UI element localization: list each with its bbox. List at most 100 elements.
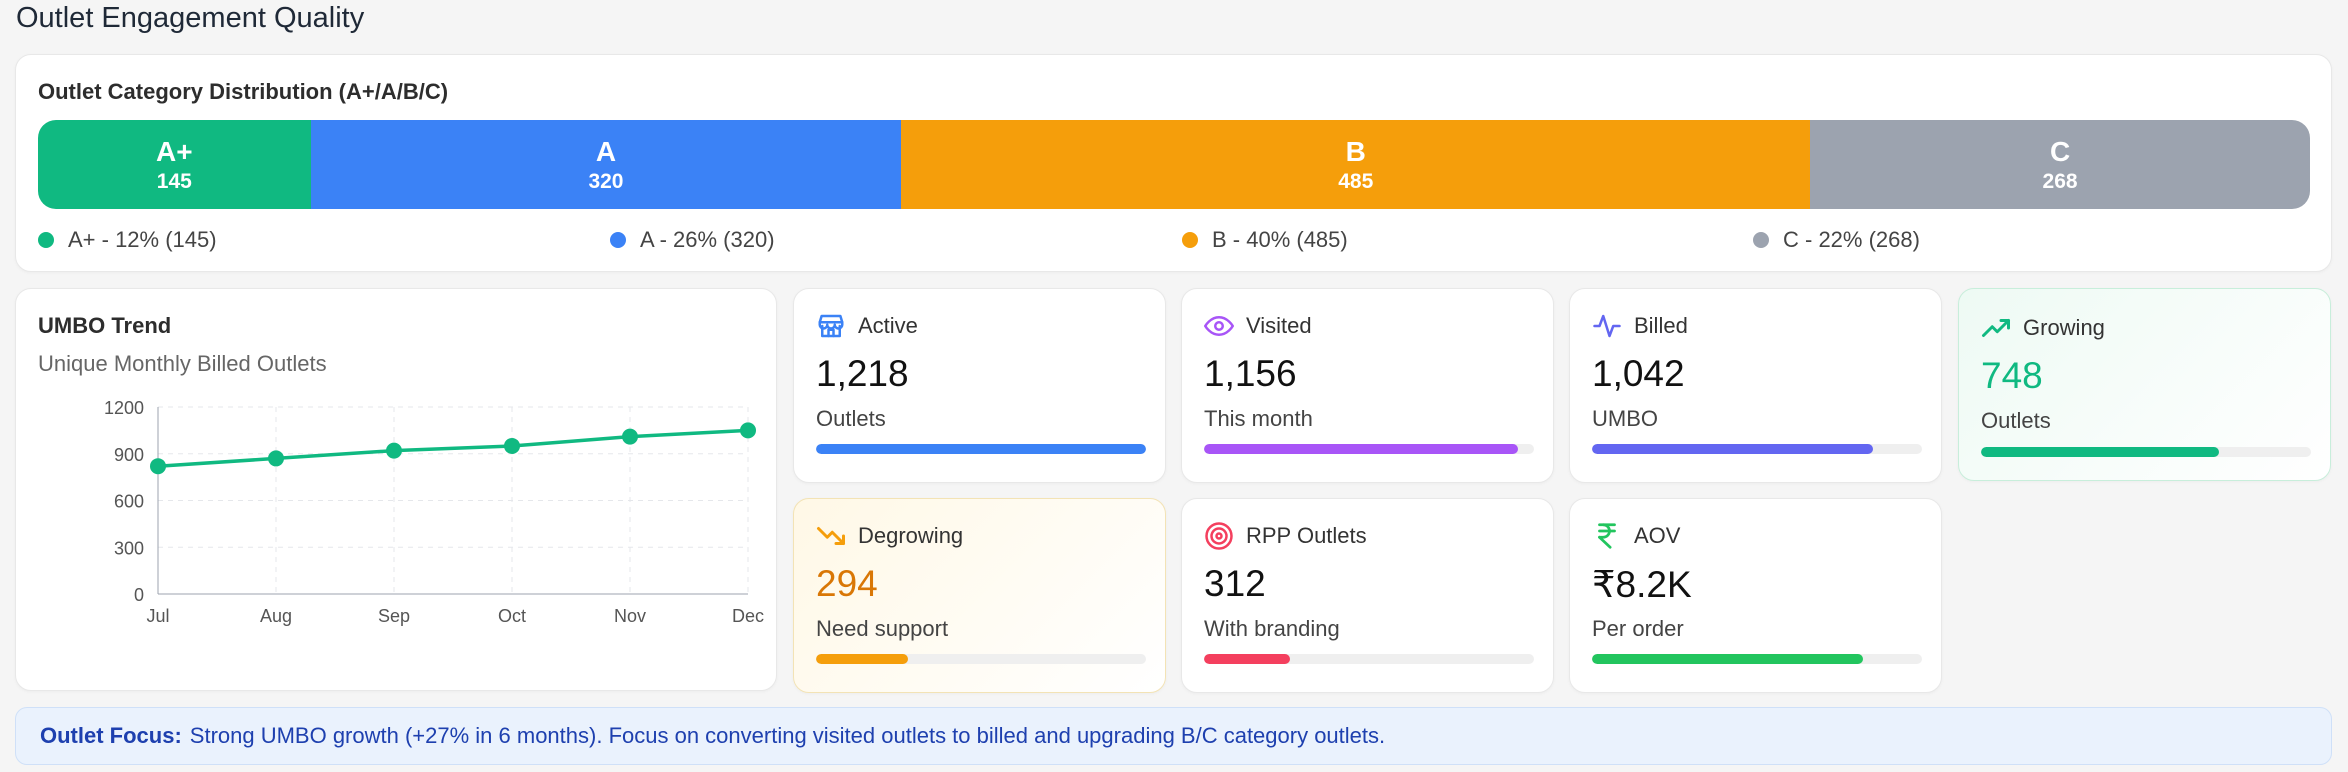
metric-value: 1,218 bbox=[816, 353, 909, 394]
metric-card-active[interactable]: Active 1,218 Outlets bbox=[793, 288, 1166, 483]
data-point bbox=[150, 458, 166, 475]
series-line bbox=[157, 428, 749, 468]
segment-label: A+ bbox=[156, 135, 193, 167]
metric-progress-fill bbox=[816, 444, 1146, 454]
metric-progress-track bbox=[1592, 654, 1922, 664]
y-tick-label: 600 bbox=[114, 492, 144, 512]
umbo-trend-chart: 0 300 600 900 1200 Jul Aug Sep Oct Nov Dec bbox=[104, 398, 764, 626]
trend-subtitle: Unique Monthly Billed Outlets bbox=[38, 351, 327, 376]
trending-up-icon bbox=[1982, 319, 2010, 337]
metric-label: Billed bbox=[1634, 313, 1688, 338]
metric-label: Visited bbox=[1246, 313, 1312, 338]
x-tick-label: Oct bbox=[498, 606, 526, 626]
legend-item-c: C - 22% (268) bbox=[1753, 227, 1920, 253]
metric-card-billed[interactable]: Billed 1,042 UMBO bbox=[1569, 288, 1942, 483]
legend-label: A - 26% (320) bbox=[640, 227, 775, 252]
distribution-bar: A+ 145 A 320 B 485 C 268 bbox=[38, 120, 2310, 209]
segment-value: 268 bbox=[2042, 169, 2078, 193]
metric-value: 1,042 bbox=[1592, 353, 1685, 394]
segment-c[interactable]: C 268 bbox=[1810, 120, 2310, 209]
metric-progress-track bbox=[1981, 447, 2311, 457]
metric-label: AOV bbox=[1634, 523, 1681, 548]
metric-progress-track bbox=[816, 444, 1146, 454]
rupee-icon bbox=[1598, 523, 1616, 549]
metric-card-visited[interactable]: Visited 1,156 This month bbox=[1181, 288, 1554, 483]
metric-header: Growing bbox=[1981, 313, 2105, 343]
segment-label: A bbox=[595, 135, 617, 167]
metric-header: AOV bbox=[1592, 521, 1680, 551]
metric-card-growing[interactable]: Growing 748 Outlets bbox=[1958, 288, 2331, 481]
metric-progress-track bbox=[1592, 444, 1922, 454]
segment-a[interactable]: A 320 bbox=[310, 120, 902, 209]
metric-header: Active bbox=[816, 311, 918, 341]
legend-label: C - 22% (268) bbox=[1783, 227, 1920, 252]
legend-dot bbox=[1753, 232, 1769, 248]
metric-card-rpp-outlets[interactable]: RPP Outlets 312 With branding bbox=[1181, 498, 1554, 693]
metric-unit: This month bbox=[1204, 406, 1313, 431]
store-icon bbox=[818, 314, 844, 338]
metric-unit: With branding bbox=[1204, 616, 1340, 641]
metric-progress-fill bbox=[1981, 447, 2219, 457]
metric-progress-fill bbox=[1204, 444, 1518, 454]
data-point bbox=[386, 442, 402, 459]
metric-value: 312 bbox=[1204, 563, 1266, 604]
metric-label: Degrowing bbox=[858, 523, 964, 548]
metric-progress-fill bbox=[1592, 654, 1863, 664]
legend-dot bbox=[1182, 232, 1198, 248]
legend-label: B - 40% (485) bbox=[1212, 227, 1348, 252]
data-point bbox=[622, 428, 638, 445]
y-tick-label: 1200 bbox=[104, 398, 144, 418]
outlet-focus-banner: Outlet Focus: Strong UMBO growth (+27% i… bbox=[15, 707, 2332, 765]
metric-progress-fill bbox=[1592, 444, 1873, 454]
page-title: Outlet Engagement Quality bbox=[16, 2, 365, 34]
umbo-trend-card: UMBO Trend Unique Monthly Billed Outlets… bbox=[15, 288, 777, 691]
target-icon bbox=[1205, 522, 1233, 550]
metric-unit: Per order bbox=[1592, 616, 1684, 641]
metric-progress-track bbox=[1204, 654, 1534, 664]
legend-label: A+ - 12% (145) bbox=[68, 227, 217, 252]
legend-item-a: A - 26% (320) bbox=[610, 227, 775, 253]
metric-progress-track bbox=[816, 654, 1146, 664]
trend-title: UMBO Trend bbox=[38, 313, 172, 338]
segment-value: 485 bbox=[1338, 169, 1374, 193]
segment-label: C bbox=[2049, 135, 2071, 167]
distribution-card: Outlet Category Distribution (A+/A/B/C) … bbox=[15, 54, 2332, 272]
metric-unit: Need support bbox=[816, 616, 949, 641]
y-tick-label: 900 bbox=[114, 445, 144, 465]
data-point bbox=[504, 437, 520, 454]
metric-label: Growing bbox=[2023, 315, 2105, 340]
x-tick-label: Sep bbox=[378, 606, 410, 626]
metric-header: Billed bbox=[1592, 311, 1688, 341]
segment-b[interactable]: B 485 bbox=[901, 120, 1811, 209]
metric-value: ₹8.2K bbox=[1592, 564, 1692, 605]
segment-value: 320 bbox=[588, 169, 624, 193]
metric-unit: UMBO bbox=[1592, 406, 1658, 431]
metric-value: 294 bbox=[816, 563, 878, 604]
data-point bbox=[268, 450, 284, 467]
distribution-title: Outlet Category Distribution (A+/A/B/C) bbox=[38, 79, 449, 104]
metric-progress-fill bbox=[1204, 654, 1290, 664]
eye-icon bbox=[1204, 316, 1234, 336]
metric-header: RPP Outlets bbox=[1204, 521, 1367, 551]
focus-label: Outlet Focus: bbox=[40, 723, 182, 748]
legend-dot bbox=[38, 232, 54, 248]
metric-value: 1,156 bbox=[1204, 353, 1297, 394]
trending-down-icon bbox=[817, 527, 845, 545]
x-tick-label: Dec bbox=[732, 606, 764, 626]
metric-unit: Outlets bbox=[1981, 408, 2051, 433]
legend-dot bbox=[610, 232, 626, 248]
y-tick-label: 300 bbox=[114, 538, 144, 558]
legend-item-b: B - 40% (485) bbox=[1182, 227, 1348, 253]
metric-value: 748 bbox=[1981, 355, 2043, 396]
x-tick-label: Aug bbox=[260, 606, 292, 626]
metric-card-degrowing[interactable]: Degrowing 294 Need support bbox=[793, 498, 1166, 693]
metric-header: Visited bbox=[1204, 311, 1312, 341]
data-point bbox=[740, 422, 756, 439]
x-tick-label: Nov bbox=[614, 606, 646, 626]
metric-progress-fill bbox=[816, 654, 909, 664]
x-tick-label: Jul bbox=[146, 606, 169, 626]
metric-unit: Outlets bbox=[816, 406, 886, 431]
metric-label: RPP Outlets bbox=[1246, 523, 1367, 548]
metric-card-aov[interactable]: AOV ₹8.2K Per order bbox=[1569, 498, 1942, 693]
segment-a-plus[interactable]: A+ 145 bbox=[38, 120, 311, 209]
